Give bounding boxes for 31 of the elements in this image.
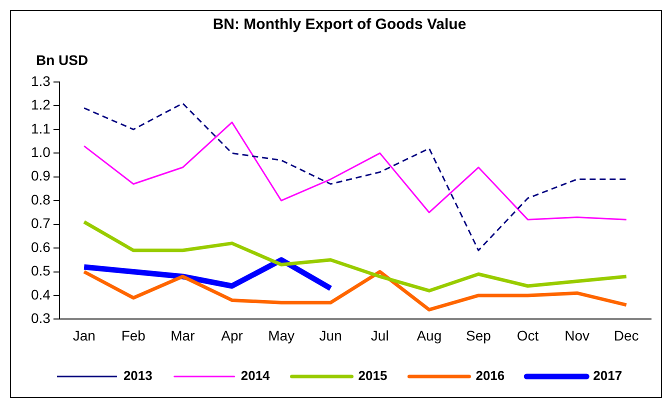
x-tick-label: Feb bbox=[121, 327, 146, 344]
y-axis-title: Bn USD bbox=[36, 52, 88, 68]
legend-label: 2015 bbox=[358, 368, 388, 384]
y-tick-label: 0.4 bbox=[30, 286, 51, 302]
y-tick-label: 0.5 bbox=[30, 262, 51, 279]
line-series bbox=[83, 102, 628, 252]
y-tick-label: 1.2 bbox=[30, 96, 51, 113]
x-tick-label: Mar bbox=[170, 327, 196, 344]
y-tick-label: 1.0 bbox=[30, 144, 51, 160]
y-tick-label: 0.9 bbox=[30, 168, 51, 184]
legend-label: 2017 bbox=[593, 368, 622, 384]
y-tick-label: 1.3 bbox=[30, 72, 51, 89]
legend-label: 2013 bbox=[123, 368, 152, 384]
x-tick-label: Jul bbox=[370, 327, 389, 344]
x-tick-label: Dec bbox=[614, 327, 639, 344]
y-tick-label: 0.8 bbox=[30, 191, 51, 208]
legend-label: 2016 bbox=[476, 368, 505, 384]
x-tick-label: May bbox=[268, 327, 295, 344]
chart-title: BN: Monthly Export of Goods Value bbox=[212, 16, 466, 34]
x-tick-label: Jan bbox=[72, 327, 96, 344]
y-tick-label: 0.3 bbox=[30, 310, 51, 326]
x-tick-label: Apr bbox=[221, 327, 244, 344]
y-tick-label: 0.7 bbox=[30, 215, 51, 232]
legend-label: 2014 bbox=[240, 368, 271, 384]
x-tick-label: Aug bbox=[416, 327, 442, 344]
y-tick-label: 1.1 bbox=[30, 120, 51, 136]
x-tick-label: Oct bbox=[516, 327, 539, 344]
x-tick-label: Jun bbox=[319, 327, 342, 344]
x-tick-label: Sep bbox=[466, 327, 492, 344]
x-tick-label: Nov bbox=[564, 327, 590, 344]
y-tick-label: 0.6 bbox=[30, 238, 51, 255]
